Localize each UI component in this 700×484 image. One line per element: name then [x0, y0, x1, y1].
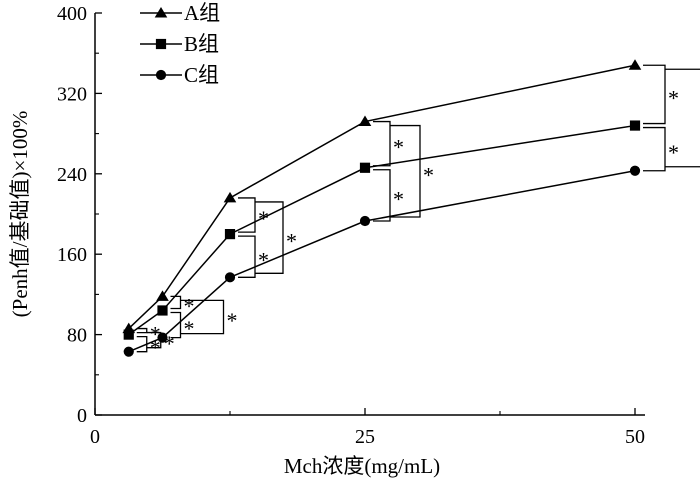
data-point	[156, 290, 169, 301]
x-tick-label: 25	[355, 426, 375, 448]
legend-item: A组	[140, 1, 220, 25]
data-point	[123, 346, 134, 357]
significance-star: *	[668, 140, 679, 165]
x-axis-label: Mch浓度(mg/mL)	[284, 454, 440, 478]
bracket-a-c	[180, 299, 225, 335]
bracket-a-c	[390, 124, 421, 218]
y-tick-label: 80	[67, 325, 87, 347]
series-3	[123, 165, 641, 357]
significance-star: *	[668, 85, 679, 110]
data-point	[629, 120, 641, 131]
significance-star: *	[164, 331, 175, 356]
bracket-a-b	[643, 64, 666, 125]
data-point	[157, 305, 168, 316]
legend-marker	[155, 69, 167, 81]
bracket-a-b	[170, 295, 182, 310]
legend-item: C组	[140, 63, 219, 87]
significance-star: *	[227, 308, 238, 333]
significance-star: *	[286, 229, 297, 254]
x-tick-label: 50	[625, 426, 645, 448]
y-tick-label: 400	[57, 3, 87, 25]
legend-label: C组	[184, 63, 219, 87]
bracket-a-b	[238, 197, 256, 233]
data-point	[628, 59, 642, 70]
legend-label: B组	[184, 32, 219, 56]
series-line	[128, 124, 636, 336]
bracket-a-c	[665, 68, 700, 168]
legend: A组 B组 C组	[140, 1, 220, 87]
significance-star: *	[258, 206, 269, 231]
series-1	[122, 59, 642, 334]
significance-star: *	[150, 322, 161, 347]
data-point	[359, 215, 371, 227]
y-tick-label: 320	[57, 83, 87, 105]
bracket-a-b	[136, 327, 148, 334]
y-tick-label: 160	[57, 244, 87, 266]
legend-marker	[154, 7, 168, 18]
significance-star: *	[393, 135, 404, 160]
significance-star: *	[184, 316, 195, 341]
series-line	[128, 170, 636, 353]
y-axis-label: (Penh值/基础值)×100%	[8, 111, 32, 318]
bracket-a-b	[373, 120, 391, 167]
x-tick-label: 0	[90, 426, 100, 448]
bracket-b-c	[373, 169, 391, 222]
data-point	[629, 165, 641, 176]
data-point	[359, 162, 371, 173]
significance-star: *	[423, 162, 434, 187]
bracket-b-c	[238, 235, 256, 278]
data-point	[224, 229, 236, 240]
bracket-b-c	[643, 126, 666, 172]
significance-star: *	[393, 186, 404, 211]
data-point	[157, 332, 168, 343]
y-tick-label: 240	[57, 164, 87, 186]
series-2	[123, 120, 641, 340]
y-tick-label: 0	[77, 405, 87, 427]
data-point	[123, 329, 134, 340]
data-point	[223, 191, 237, 203]
significance-star: *	[184, 293, 195, 318]
legend-item: B组	[140, 32, 219, 56]
axes: 0 80 160 240 320 400 0 25 50	[57, 3, 645, 448]
significance-star: *	[258, 248, 269, 273]
bracket-b-c	[170, 311, 182, 339]
bracket-a-c	[255, 201, 284, 274]
data-point	[224, 272, 236, 283]
significance-brackets: ***************	[136, 64, 700, 360]
legend-marker	[155, 38, 167, 50]
series-layer	[122, 59, 642, 357]
series-line	[128, 64, 636, 330]
legend-label: A组	[184, 1, 220, 25]
data-point	[358, 115, 372, 127]
